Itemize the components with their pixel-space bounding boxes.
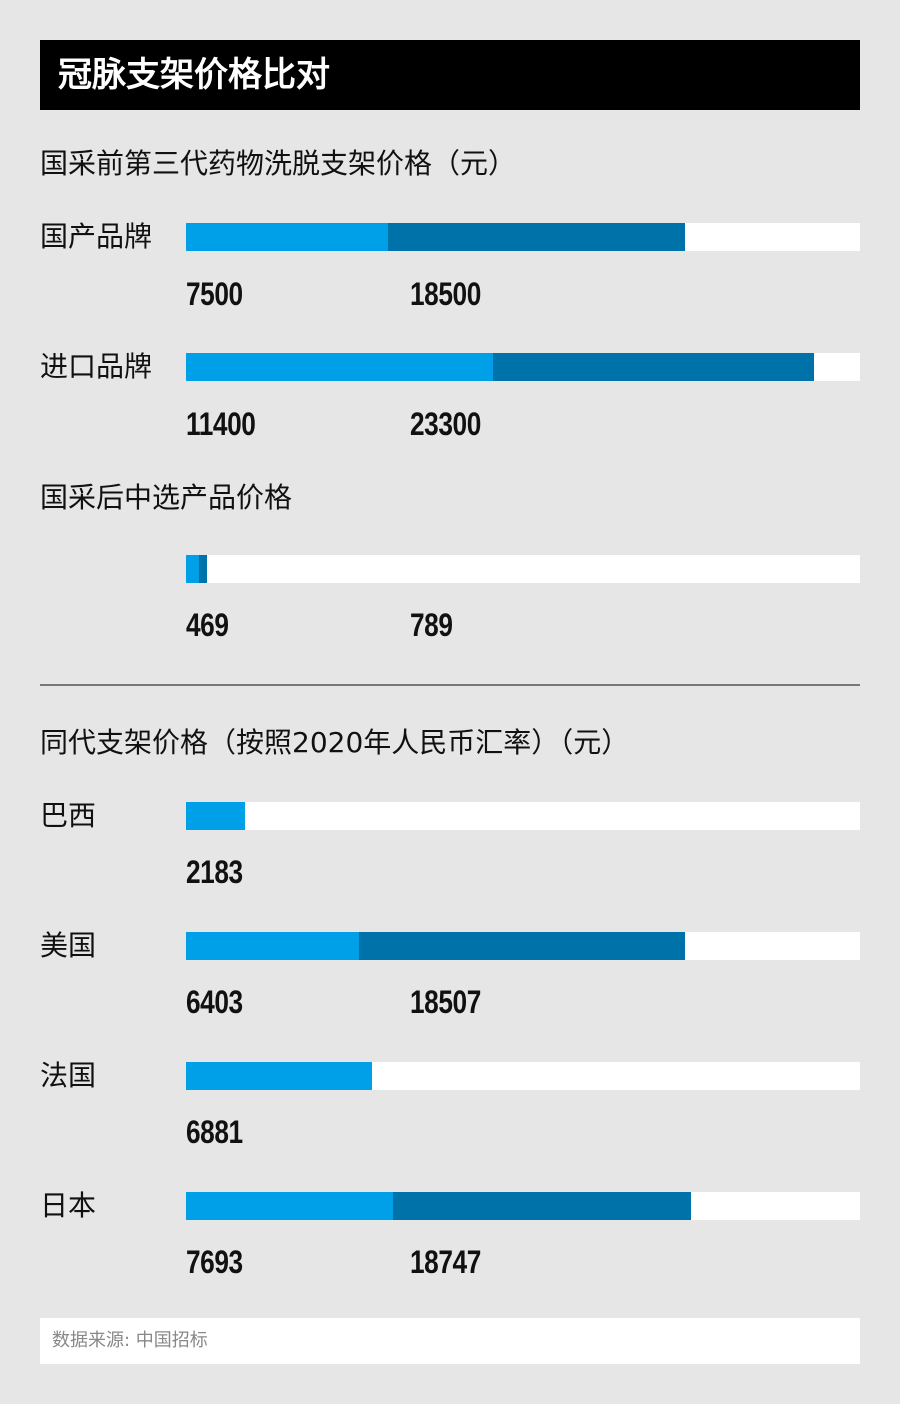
section-divider (40, 684, 860, 686)
bar-segment-0-0-0 (186, 223, 389, 251)
source-box: 数据来源: 中国招标 (40, 1318, 860, 1364)
value-label-brazil: 2183 (186, 854, 243, 890)
row-label-usa: 美国 (40, 929, 97, 962)
row-label-imported: 进口品牌 (40, 350, 153, 383)
chart-title: 冠脉支架价格比对 (58, 55, 330, 95)
bar-segment-2-3-1 (393, 1192, 692, 1220)
source-note: 数据来源: 中国招标 (52, 1330, 208, 1351)
section-title-pre-procurement: 国采前第三代药物洗脱支架价格（元） (40, 147, 517, 180)
bar-segment-2-0-0 (186, 802, 245, 830)
value-label-usa-min: 6403 (186, 984, 243, 1020)
bar-track-post-procurement (186, 555, 860, 583)
value-label-domestic-max: 18500 (410, 276, 481, 312)
value-label-japan-max: 18747 (410, 1244, 481, 1280)
row-label-japan: 日本 (40, 1189, 97, 1222)
value-label-france: 6881 (186, 1114, 243, 1150)
value-label-imported-min: 11400 (186, 406, 256, 442)
bar-track-domestic (186, 223, 860, 251)
bar-track-brazil (186, 802, 860, 830)
bar-segment-0-0-1 (388, 223, 685, 251)
bar-segment-0-1-1 (493, 353, 815, 381)
bar-track-france (186, 1062, 860, 1090)
title-bar: 冠脉支架价格比对 (40, 40, 860, 110)
value-label-usa-max: 18507 (410, 984, 481, 1020)
bar-segment-1-0-0 (186, 555, 199, 583)
bar-track-japan (186, 1192, 860, 1220)
row-label-france: 法国 (40, 1059, 97, 1092)
bar-segment-2-1-1 (358, 932, 685, 960)
value-label-japan-min: 7693 (186, 1244, 243, 1280)
value-label-post-min: 469 (186, 607, 229, 643)
row-label-domestic: 国产品牌 (40, 220, 153, 253)
section-title-post-procurement: 国采后中选产品价格 (40, 481, 293, 514)
bar-segment-1-0-1 (198, 555, 208, 583)
section-title-international: 同代支架价格（按照2020年人民币汇率）（元） (40, 726, 630, 759)
bar-segment-2-1-0 (186, 932, 359, 960)
bar-track-imported (186, 353, 860, 381)
bar-segment-0-1-0 (186, 353, 494, 381)
value-label-post-max: 789 (410, 607, 453, 643)
value-label-domestic-min: 7500 (186, 276, 243, 312)
value-label-imported-max: 23300 (410, 406, 481, 442)
row-label-brazil: 巴西 (40, 799, 97, 832)
bar-segment-2-2-0 (186, 1062, 372, 1090)
bar-track-usa (186, 932, 860, 960)
bar-segment-2-3-0 (186, 1192, 394, 1220)
